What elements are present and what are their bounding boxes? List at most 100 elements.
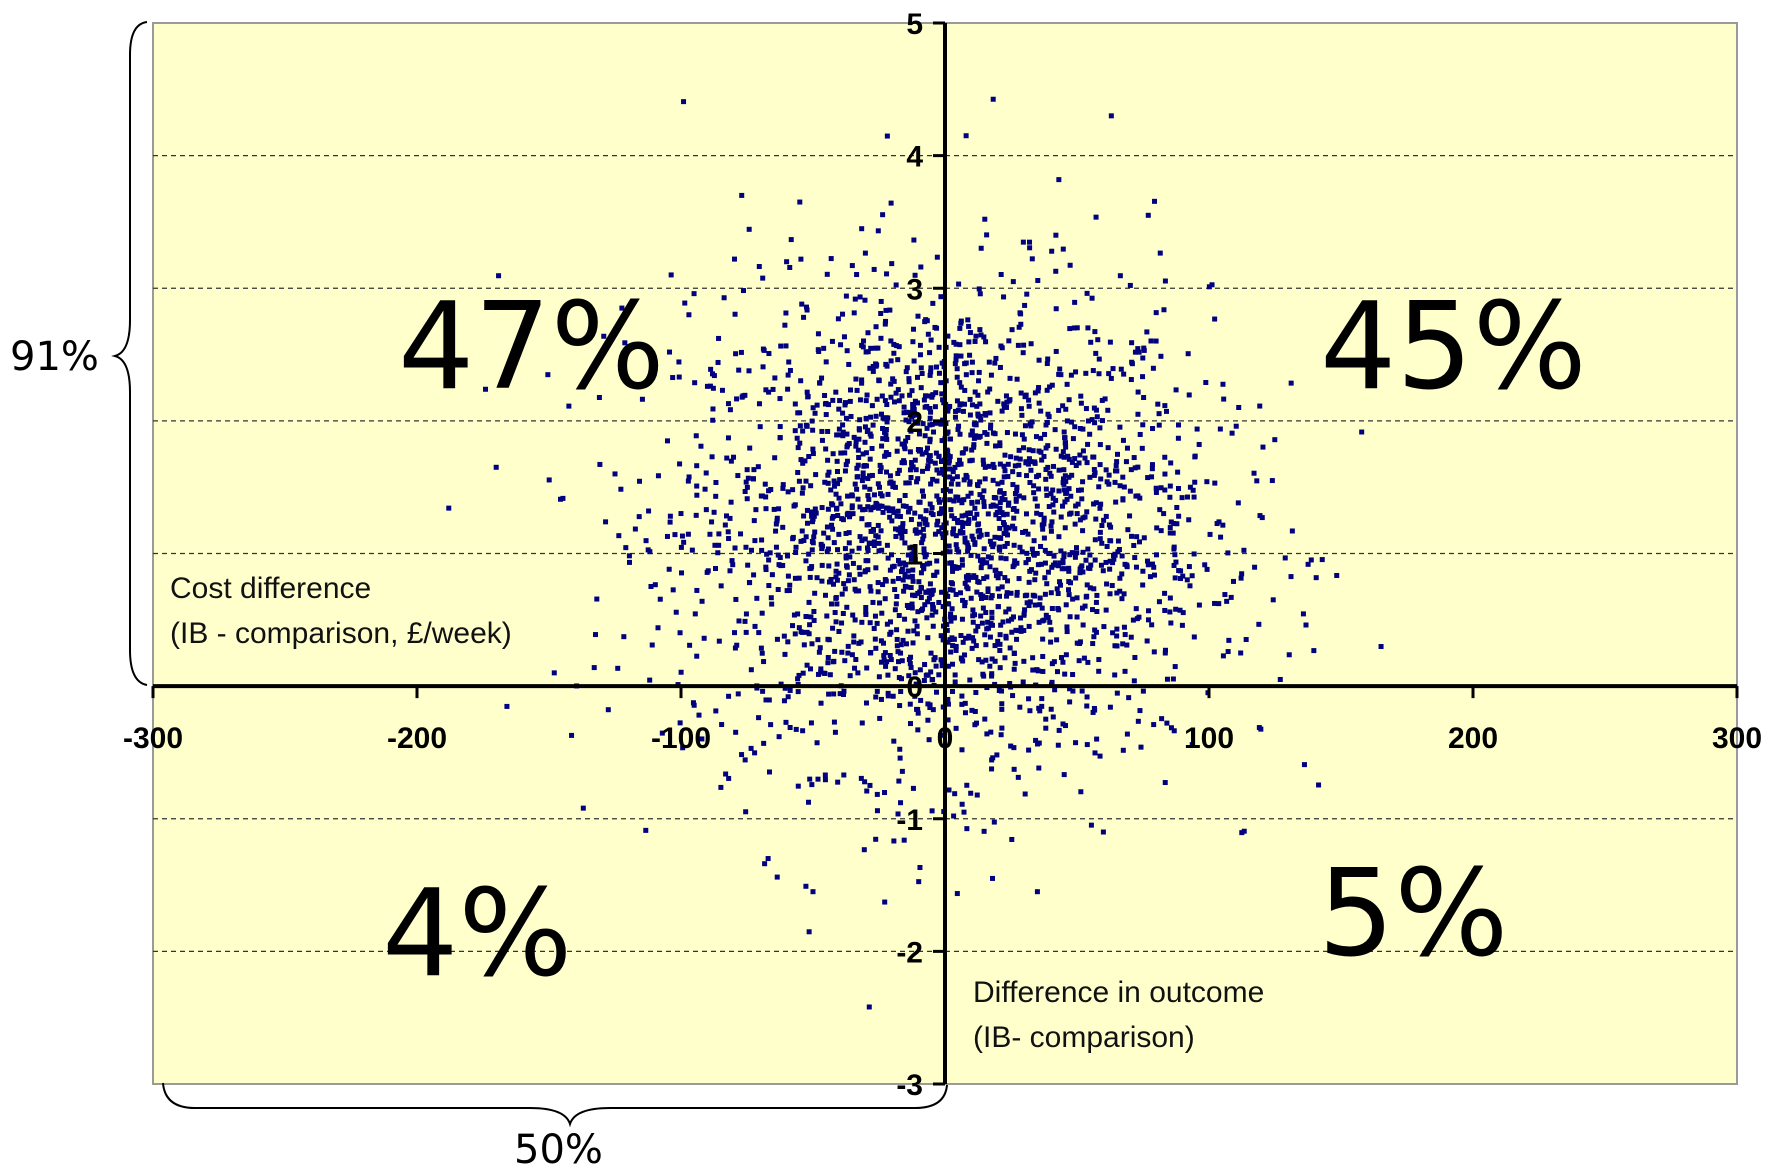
data-point	[731, 454, 737, 460]
data-point	[1073, 575, 1079, 581]
data-point	[1301, 762, 1307, 768]
data-point	[713, 479, 719, 485]
data-point	[930, 606, 936, 612]
data-point	[894, 627, 900, 633]
data-point	[818, 541, 824, 547]
data-point	[934, 325, 940, 331]
data-point	[1043, 716, 1049, 722]
data-point	[987, 410, 993, 416]
data-point	[1085, 418, 1091, 424]
data-point	[678, 669, 684, 675]
data-point	[1233, 423, 1239, 429]
data-point	[1036, 619, 1042, 625]
data-point	[1000, 619, 1006, 625]
data-point	[811, 534, 817, 540]
data-point	[841, 334, 847, 340]
data-point	[1073, 503, 1079, 509]
data-point	[933, 609, 939, 615]
data-point	[1077, 641, 1083, 647]
data-point	[887, 567, 893, 573]
data-point	[849, 652, 855, 658]
data-point	[1076, 460, 1082, 466]
data-point	[1063, 723, 1069, 729]
data-point	[1137, 708, 1143, 714]
data-point	[997, 571, 1003, 577]
data-point	[637, 478, 643, 484]
data-point	[1048, 639, 1054, 645]
data-point	[884, 469, 890, 475]
data-point	[1004, 593, 1010, 599]
data-point	[643, 538, 649, 544]
data-point	[711, 509, 717, 515]
data-point	[1093, 350, 1099, 356]
data-point	[844, 512, 850, 518]
data-point	[927, 501, 933, 507]
data-point	[864, 665, 870, 671]
data-point	[1085, 325, 1091, 331]
data-point	[803, 478, 809, 484]
data-point	[920, 421, 926, 427]
data-point	[1067, 686, 1073, 692]
data-point	[902, 529, 908, 535]
data-point	[918, 697, 924, 703]
data-point	[777, 396, 783, 402]
data-point	[1099, 540, 1105, 546]
data-point	[1046, 504, 1052, 510]
data-point	[924, 403, 930, 409]
data-point	[947, 587, 953, 593]
data-point	[953, 357, 959, 363]
data-point	[1026, 579, 1032, 585]
data-point	[921, 533, 927, 539]
data-point	[1036, 400, 1042, 406]
data-point	[726, 536, 732, 542]
data-point	[1258, 726, 1264, 732]
data-point	[1062, 525, 1068, 531]
data-point	[713, 493, 719, 499]
data-point	[1128, 377, 1134, 383]
data-point	[1099, 397, 1105, 403]
data-point	[816, 649, 822, 655]
data-point	[768, 722, 774, 728]
data-point	[890, 484, 896, 490]
data-point	[957, 457, 963, 463]
data-point	[744, 484, 750, 490]
data-point	[1003, 556, 1009, 562]
data-point	[694, 463, 700, 469]
data-point	[840, 311, 846, 317]
data-point	[912, 556, 918, 562]
data-point	[1081, 655, 1087, 661]
data-point	[857, 504, 863, 510]
data-point	[1003, 635, 1009, 641]
data-point	[966, 323, 972, 329]
data-point	[1087, 431, 1093, 437]
data-point	[924, 615, 930, 621]
data-point	[715, 550, 721, 556]
data-point	[727, 407, 733, 413]
data-point	[1185, 351, 1191, 357]
data-point	[1028, 423, 1034, 429]
data-point	[922, 393, 928, 399]
data-point	[924, 445, 930, 451]
data-point	[909, 464, 915, 470]
data-point	[990, 96, 996, 102]
data-point	[1141, 347, 1147, 353]
data-point	[1060, 557, 1066, 563]
data-point	[959, 656, 965, 662]
data-point	[1093, 500, 1099, 506]
data-point	[936, 453, 942, 459]
data-point	[1073, 369, 1079, 375]
data-point	[787, 367, 793, 373]
data-point	[1046, 414, 1052, 420]
data-point	[1092, 627, 1098, 633]
data-point	[819, 505, 825, 511]
data-point	[1063, 478, 1069, 484]
data-point	[987, 634, 993, 640]
data-point	[1138, 744, 1144, 750]
data-point	[1023, 392, 1029, 398]
data-point	[910, 640, 916, 646]
data-point	[947, 497, 953, 503]
x-tick-label: -200	[387, 722, 447, 755]
data-point	[988, 729, 994, 735]
data-point	[1080, 569, 1086, 575]
data-point	[843, 530, 849, 536]
